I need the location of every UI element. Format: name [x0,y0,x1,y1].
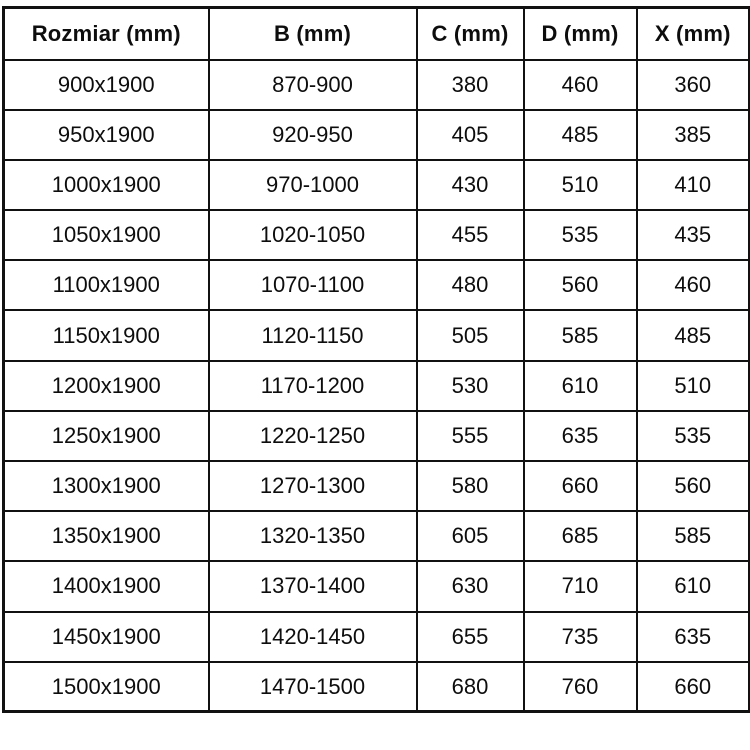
cell-rozmiar: 1400x1900 [2,560,210,613]
cell-d: 585 [522,309,638,362]
cell-d: 460 [522,58,638,111]
table-row: 900x1900 870-900 380 460 360 [2,58,750,111]
cell-c: 530 [415,359,525,412]
cell-rozmiar: 900x1900 [2,58,210,111]
cell-d: 535 [522,209,638,262]
column-header-c: C (mm) [415,6,525,61]
cell-d: 485 [522,108,638,161]
cell-b: 870-900 [207,58,418,111]
cell-rozmiar: 1250x1900 [2,409,210,463]
cell-x: 660 [635,660,750,713]
column-header-d: D (mm) [522,6,638,61]
cell-c: 580 [415,459,525,513]
table-row: 1200x1900 1170-1200 530 610 510 [2,359,750,412]
table-body: 900x1900 870-900 380 460 360 950x1900 92… [2,58,750,713]
cell-b: 1470-1500 [207,660,418,713]
size-table-wrapper: Rozmiar (mm) B (mm) C (mm) D (mm) X (mm)… [2,6,750,714]
cell-b: 1170-1200 [207,359,418,412]
cell-b: 1070-1100 [207,259,418,312]
cell-x: 510 [635,359,750,412]
cell-b: 1320-1350 [207,510,418,563]
table-row: 1050x1900 1020-1050 455 535 435 [2,209,750,262]
cell-d: 685 [522,510,638,563]
cell-b: 920-950 [207,108,418,161]
cell-d: 610 [522,359,638,412]
table-header-row: Rozmiar (mm) B (mm) C (mm) D (mm) X (mm) [2,6,750,61]
cell-x: 485 [635,309,750,362]
cell-c: 630 [415,560,525,613]
cell-c: 480 [415,259,525,312]
cell-b: 1270-1300 [207,459,418,513]
cell-x: 435 [635,209,750,262]
cell-d: 710 [522,560,638,613]
cell-x: 610 [635,560,750,613]
cell-b: 1220-1250 [207,409,418,463]
cell-d: 760 [522,660,638,713]
column-header-x: X (mm) [635,6,750,61]
cell-rozmiar: 1050x1900 [2,209,210,262]
cell-c: 505 [415,309,525,362]
cell-rozmiar: 1350x1900 [2,510,210,563]
cell-c: 430 [415,158,525,212]
table-row: 1300x1900 1270-1300 580 660 560 [2,459,750,513]
cell-x: 635 [635,610,750,663]
cell-b: 1020-1050 [207,209,418,262]
cell-c: 380 [415,58,525,111]
size-table: Rozmiar (mm) B (mm) C (mm) D (mm) X (mm)… [2,6,750,714]
cell-x: 385 [635,108,750,161]
cell-x: 360 [635,58,750,111]
column-header-b: B (mm) [207,6,418,61]
cell-d: 510 [522,158,638,212]
cell-x: 460 [635,259,750,312]
cell-rozmiar: 1150x1900 [2,309,210,362]
cell-x: 535 [635,409,750,463]
cell-c: 455 [415,209,525,262]
cell-x: 560 [635,459,750,513]
cell-rozmiar: 1450x1900 [2,610,210,663]
cell-b: 970-1000 [207,158,418,212]
table-row: 1400x1900 1370-1400 630 710 610 [2,560,750,613]
cell-c: 405 [415,108,525,161]
table-row: 1500x1900 1470-1500 680 760 660 [2,660,750,713]
cell-rozmiar: 1100x1900 [2,259,210,312]
cell-c: 605 [415,510,525,563]
cell-rozmiar: 1500x1900 [2,660,210,713]
table-row: 1450x1900 1420-1450 655 735 635 [2,610,750,663]
cell-rozmiar: 1200x1900 [2,359,210,412]
cell-d: 560 [522,259,638,312]
table-row: 1100x1900 1070-1100 480 560 460 [2,259,750,312]
cell-d: 635 [522,409,638,463]
cell-x: 585 [635,510,750,563]
cell-d: 735 [522,610,638,663]
table-row: 950x1900 920-950 405 485 385 [2,108,750,161]
cell-rozmiar: 1300x1900 [2,459,210,513]
table-row: 1000x1900 970-1000 430 510 410 [2,158,750,212]
cell-c: 680 [415,660,525,713]
table-row: 1150x1900 1120-1150 505 585 485 [2,309,750,362]
cell-x: 410 [635,158,750,212]
cell-c: 655 [415,610,525,663]
cell-b: 1120-1150 [207,309,418,362]
table-row: 1350x1900 1320-1350 605 685 585 [2,510,750,563]
cell-rozmiar: 1000x1900 [2,158,210,212]
cell-d: 660 [522,459,638,513]
cell-c: 555 [415,409,525,463]
column-header-rozmiar: Rozmiar (mm) [2,6,210,61]
cell-b: 1420-1450 [207,610,418,663]
cell-b: 1370-1400 [207,560,418,613]
cell-rozmiar: 950x1900 [2,108,210,161]
table-row: 1250x1900 1220-1250 555 635 535 [2,409,750,463]
